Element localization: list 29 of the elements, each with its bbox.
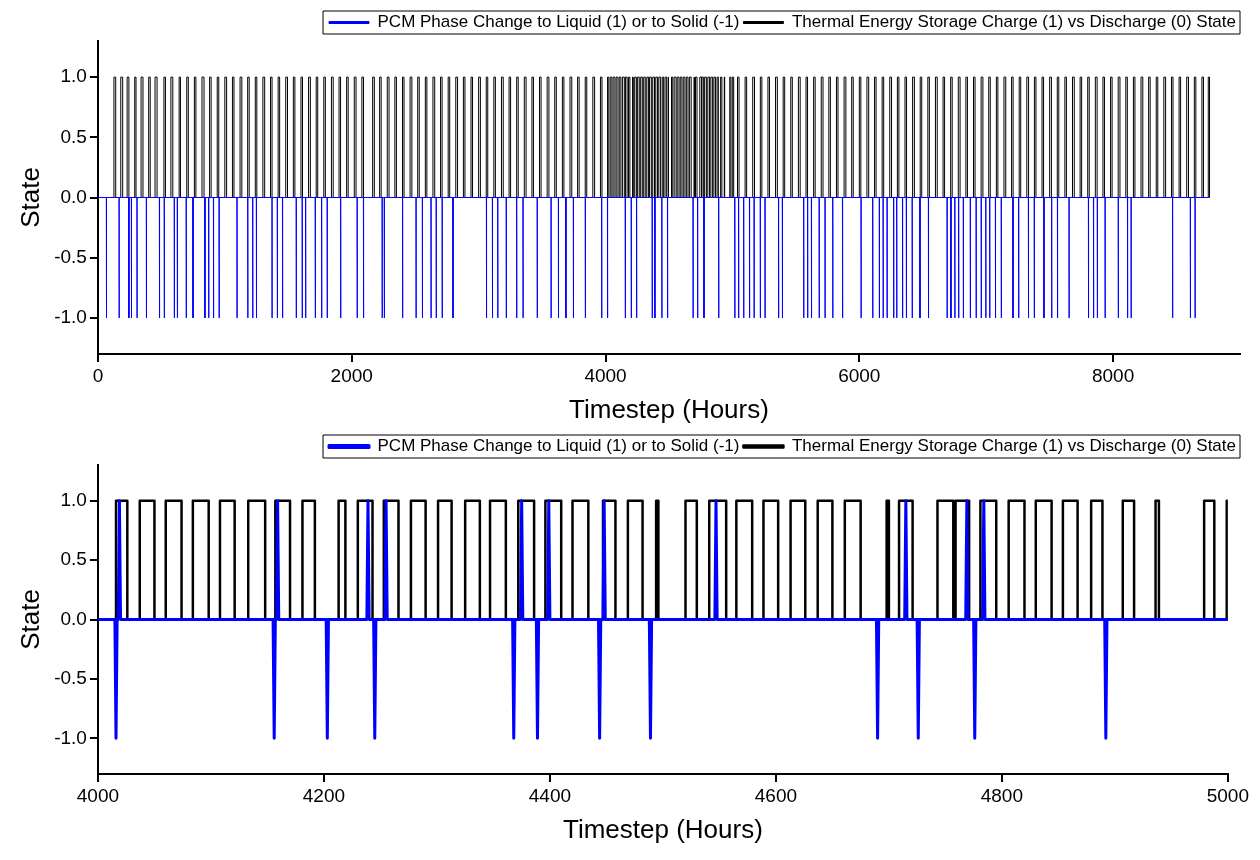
- y-tick-label: 0.0: [60, 185, 87, 207]
- x-tick-label: 4000: [584, 364, 627, 386]
- x-tick-label: 4200: [302, 784, 346, 806]
- x-tick-label: 4600: [754, 784, 798, 806]
- legend-label: Thermal Energy Storage Charge (1) vs Discharge (0) State: [791, 12, 1236, 32]
- x-axis-title: Timestep (Hours): [569, 393, 769, 424]
- legend-label: PCM Phase Change to Liquid (1) or to Solid (-1): [377, 436, 740, 456]
- x-tick-label: 4000: [76, 784, 120, 806]
- y-axis-title: State: [14, 167, 45, 228]
- x-axis-title: Timestep (Hours): [562, 813, 763, 844]
- y-tick-label: -0.5: [54, 245, 87, 267]
- x-tick-label: 6000: [838, 364, 881, 386]
- x-tick-label: 8000: [1091, 364, 1135, 386]
- x-tick-label: 2000: [330, 364, 373, 386]
- x-tick-label: 4400: [528, 784, 572, 806]
- y-tick-label: -1.0: [54, 726, 87, 748]
- y-tick-label: 1.0: [60, 65, 87, 87]
- y-tick-label: 0.0: [60, 607, 87, 629]
- y-tick-label: 0.5: [60, 548, 87, 570]
- y-tick-label: -1.0: [54, 306, 87, 328]
- x-tick-label: 5000: [1206, 784, 1250, 806]
- y-tick-label: -0.5: [54, 667, 87, 689]
- legend-label: PCM Phase Change to Liquid (1) or to Solid (-1): [377, 12, 740, 32]
- x-tick-label: 4800: [980, 784, 1024, 806]
- y-tick-label: 1.0: [60, 488, 87, 510]
- x-tick-label: 0: [92, 364, 104, 386]
- legend-label: Thermal Energy Storage Charge (1) vs Discharge (0) State: [791, 436, 1236, 456]
- y-tick-label: 0.5: [60, 125, 87, 147]
- y-axis-title: State: [14, 589, 45, 650]
